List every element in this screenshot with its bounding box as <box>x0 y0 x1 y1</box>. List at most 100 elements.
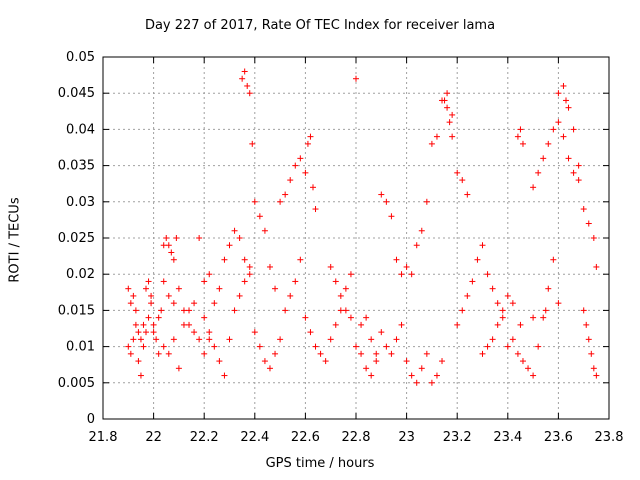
data-point <box>127 350 134 357</box>
data-point <box>140 321 147 328</box>
data-point <box>413 242 420 249</box>
data-point <box>423 350 430 357</box>
data-point <box>545 285 552 292</box>
data-point <box>150 329 157 336</box>
y-tick-label: 0.03 <box>66 195 95 210</box>
data-point <box>403 263 410 270</box>
data-point <box>191 329 198 336</box>
x-tick-label: 23.8 <box>595 430 624 445</box>
data-point <box>173 235 180 241</box>
data-point <box>302 169 309 176</box>
data-point <box>239 75 246 82</box>
data-point <box>337 292 344 299</box>
data-point <box>236 292 243 299</box>
data-point <box>226 336 233 343</box>
data-point <box>590 365 597 372</box>
data-point <box>140 343 147 350</box>
data-point <box>530 184 537 191</box>
data-point <box>201 278 208 285</box>
data-point <box>150 321 157 328</box>
data-point <box>196 235 203 241</box>
data-point <box>251 329 258 336</box>
data-point <box>277 336 284 343</box>
data-point <box>368 372 375 379</box>
data-point <box>135 358 142 365</box>
data-point <box>216 285 223 292</box>
data-point <box>347 314 354 321</box>
data-point <box>479 350 486 357</box>
data-point <box>292 278 299 285</box>
data-point <box>201 350 208 357</box>
data-point <box>562 97 569 104</box>
data-point <box>363 314 370 321</box>
data-point <box>256 343 263 350</box>
data-point <box>499 314 506 321</box>
data-point <box>130 292 137 299</box>
data-point <box>570 126 577 133</box>
data-point <box>155 350 162 357</box>
data-point <box>297 155 304 162</box>
data-point <box>494 321 501 328</box>
data-point <box>423 198 430 205</box>
data-point <box>509 336 516 343</box>
data-point <box>272 285 279 292</box>
data-point <box>413 379 420 386</box>
data-point <box>585 336 592 343</box>
data-point <box>363 365 370 372</box>
data-point <box>143 285 150 292</box>
data-point <box>160 343 167 350</box>
data-points <box>125 68 600 386</box>
data-point <box>165 242 172 249</box>
data-point <box>170 300 177 307</box>
data-point <box>530 314 537 321</box>
data-point <box>484 343 491 350</box>
data-point <box>565 155 572 162</box>
x-tick-label: 23.6 <box>544 430 573 445</box>
data-point <box>132 321 139 328</box>
data-point <box>165 350 172 357</box>
y-tick-label: 0.015 <box>58 303 95 318</box>
data-point <box>418 227 425 234</box>
data-point <box>206 336 213 343</box>
y-tick-label: 0.01 <box>66 340 95 355</box>
data-point <box>590 235 597 241</box>
data-point <box>143 329 150 336</box>
data-point <box>454 321 461 328</box>
data-point <box>353 343 359 350</box>
axis-ticks: 21.8 22 22.2 22.4 22.6 22.8 23 23.2 23.4 23.6 23.8… <box>58 50 624 445</box>
data-point <box>479 242 486 249</box>
data-point <box>206 271 213 278</box>
data-point <box>191 300 198 307</box>
data-point <box>514 133 521 140</box>
data-point <box>249 140 256 147</box>
data-point <box>433 372 440 379</box>
data-point <box>540 314 547 321</box>
data-point <box>484 271 491 278</box>
data-point <box>449 133 456 140</box>
data-point <box>186 307 193 314</box>
data-point <box>514 350 521 357</box>
data-point <box>180 307 187 314</box>
x-tick-label: 22 <box>145 430 162 445</box>
data-point <box>158 307 165 314</box>
data-point <box>519 358 526 365</box>
data-point <box>428 379 435 386</box>
data-point <box>444 104 451 111</box>
data-point <box>393 256 400 263</box>
data-point <box>125 285 132 292</box>
x-tick-label: 23.2 <box>443 430 472 445</box>
y-tick-label: 0.04 <box>66 122 95 137</box>
data-point <box>459 307 466 314</box>
y-tick-label: 0.035 <box>58 159 95 174</box>
data-point <box>307 329 314 336</box>
data-point <box>509 300 516 307</box>
y-tick-label: 0 <box>87 412 95 427</box>
data-point <box>504 343 511 350</box>
data-point <box>517 321 524 328</box>
chart-title: Day 227 of 2017, Rate Of TEC Index for r… <box>144 18 496 33</box>
x-tick-label: 22.2 <box>190 430 219 445</box>
data-point <box>347 271 354 278</box>
data-point <box>353 75 359 82</box>
data-point <box>175 365 182 372</box>
data-point <box>282 307 289 314</box>
